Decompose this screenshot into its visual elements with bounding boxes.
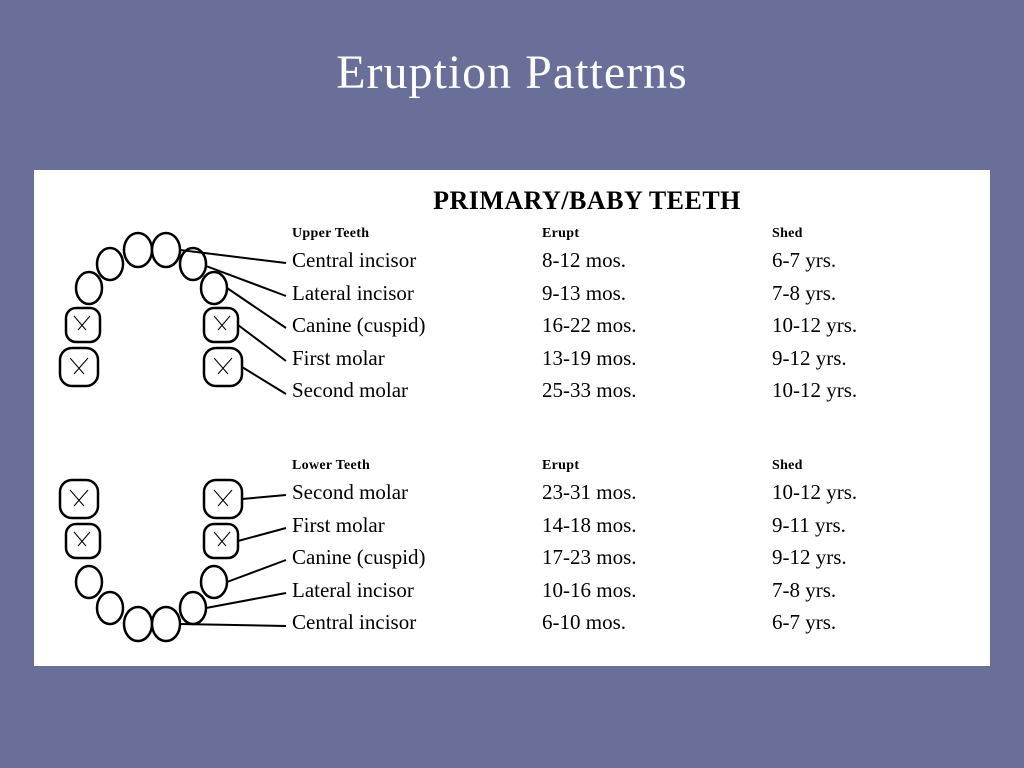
header-shed-lower: Shed: [772, 458, 972, 474]
tooth-name: Second molar: [292, 374, 542, 407]
tooth-shed: 9-12 yrs.: [772, 541, 972, 574]
table-row: Lateral incisor10-16 mos.7-8 yrs.: [292, 574, 972, 607]
lower-arch-block: Lower Teeth Erupt Shed Second molar23-31…: [42, 458, 972, 668]
tooth-erupt: 16-22 mos.: [542, 309, 772, 342]
table-row: First molar13-19 mos.9-12 yrs.: [292, 342, 972, 375]
tooth-shed: 10-12 yrs.: [772, 374, 972, 407]
header-lower-teeth: Lower Teeth: [292, 458, 542, 474]
tooth-shed: 7-8 yrs.: [772, 277, 972, 310]
table-row: Canine (cuspid)17-23 mos.9-12 yrs.: [292, 541, 972, 574]
slide-title: Eruption Patterns: [0, 0, 1024, 130]
table-row: Second molar25-33 mos.10-12 yrs.: [292, 374, 972, 407]
lower-teeth-svg: [42, 458, 292, 668]
tooth-erupt: 25-33 mos.: [542, 374, 772, 407]
teeth-chart-panel: PRIMARY/BABY TEETH: [34, 170, 990, 666]
tooth-shed: 6-7 yrs.: [772, 606, 972, 639]
tooth-erupt: 17-23 mos.: [542, 541, 772, 574]
tooth-name: Central incisor: [292, 606, 542, 639]
tooth-erupt: 23-31 mos.: [542, 476, 772, 509]
header-erupt-lower: Erupt: [542, 458, 772, 474]
upper-header-row: Upper Teeth Erupt Shed: [292, 226, 972, 242]
table-row: Lateral incisor9-13 mos.7-8 yrs.: [292, 277, 972, 310]
tooth-name: Lateral incisor: [292, 574, 542, 607]
lower-header-row: Lower Teeth Erupt Shed: [292, 458, 972, 474]
tooth-name: Lateral incisor: [292, 277, 542, 310]
tooth-name: First molar: [292, 342, 542, 375]
table-row: Central incisor6-10 mos.6-7 yrs.: [292, 606, 972, 639]
chart-title: PRIMARY/BABY TEETH: [202, 186, 972, 216]
upper-teeth-svg: [42, 226, 292, 436]
upper-arch-block: Upper Teeth Erupt Shed Central incisor8-…: [42, 226, 972, 436]
tooth-name: Canine (cuspid): [292, 309, 542, 342]
tooth-name: Canine (cuspid): [292, 541, 542, 574]
tooth-shed: 10-12 yrs.: [772, 309, 972, 342]
tooth-name: Second molar: [292, 476, 542, 509]
upper-diagram: [42, 226, 292, 436]
header-shed-upper: Shed: [772, 226, 972, 242]
tooth-shed: 6-7 yrs.: [772, 244, 972, 277]
tooth-shed: 9-11 yrs.: [772, 509, 972, 542]
tooth-shed: 7-8 yrs.: [772, 574, 972, 607]
tooth-erupt: 14-18 mos.: [542, 509, 772, 542]
lower-diagram: [42, 458, 292, 668]
tooth-erupt: 8-12 mos.: [542, 244, 772, 277]
table-row: Canine (cuspid)16-22 mos.10-12 yrs.: [292, 309, 972, 342]
tooth-erupt: 13-19 mos.: [542, 342, 772, 375]
tooth-erupt: 6-10 mos.: [542, 606, 772, 639]
upper-table: Upper Teeth Erupt Shed Central incisor8-…: [292, 226, 972, 436]
tooth-shed: 9-12 yrs.: [772, 342, 972, 375]
header-erupt-upper: Erupt: [542, 226, 772, 242]
header-upper-teeth: Upper Teeth: [292, 226, 542, 242]
table-row: First molar14-18 mos.9-11 yrs.: [292, 509, 972, 542]
tooth-erupt: 10-16 mos.: [542, 574, 772, 607]
tooth-name: First molar: [292, 509, 542, 542]
lower-table: Lower Teeth Erupt Shed Second molar23-31…: [292, 458, 972, 668]
tooth-name: Central incisor: [292, 244, 542, 277]
table-row: Central incisor8-12 mos.6-7 yrs.: [292, 244, 972, 277]
tooth-erupt: 9-13 mos.: [542, 277, 772, 310]
table-row: Second molar23-31 mos.10-12 yrs.: [292, 476, 972, 509]
tooth-shed: 10-12 yrs.: [772, 476, 972, 509]
